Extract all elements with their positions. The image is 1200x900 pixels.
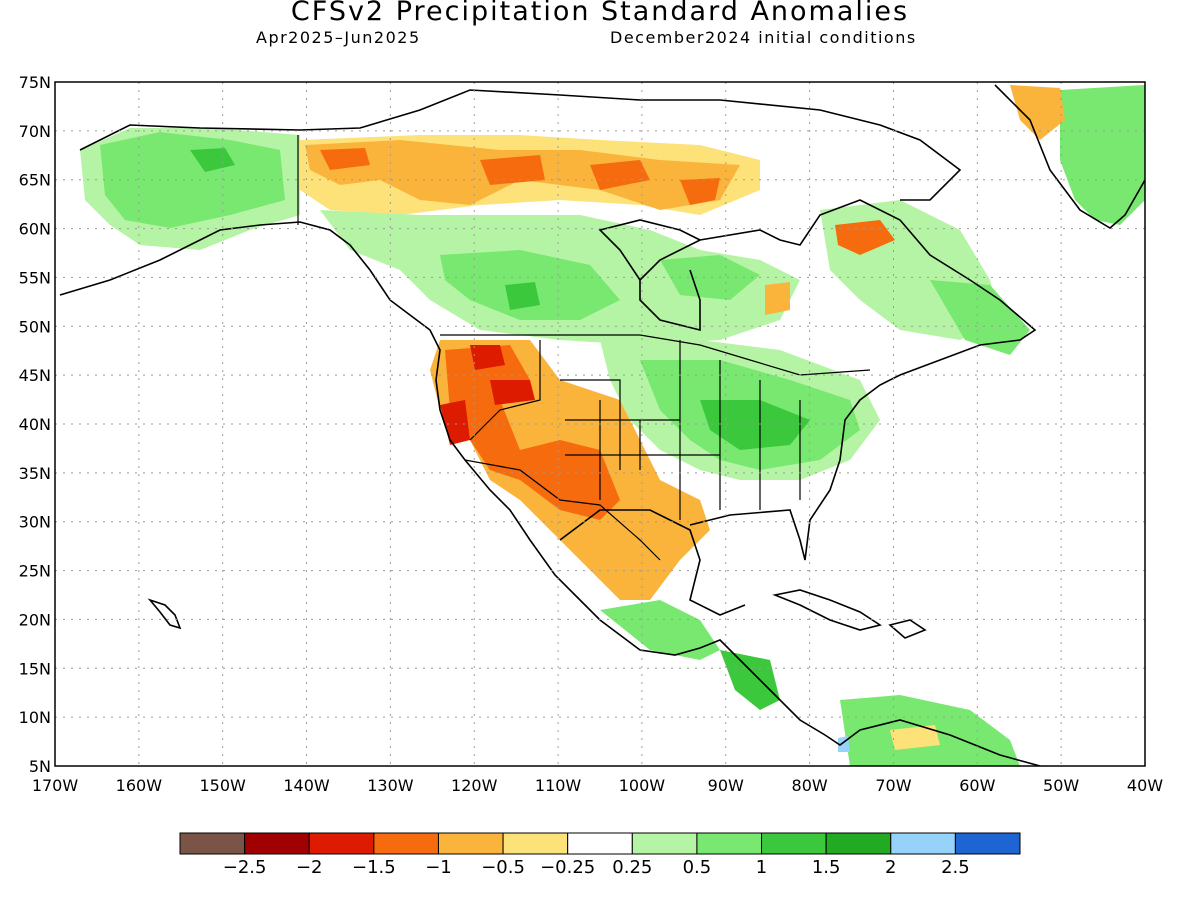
greenland-wet xyxy=(1060,85,1145,225)
arctic-coastline xyxy=(79,89,962,201)
lon-label: 60W xyxy=(959,776,995,795)
lat-label: 75N xyxy=(19,73,51,92)
colorbar-swatch xyxy=(761,832,827,855)
colorbar-label: −0.25 xyxy=(540,857,595,878)
lat-label: 70N xyxy=(19,122,51,141)
colorbar-label: −1.5 xyxy=(352,857,396,878)
colorbar-swatch xyxy=(631,832,698,855)
lat-label: 15N xyxy=(19,659,51,678)
lon-label: 100W xyxy=(619,776,666,795)
lat-label: 10N xyxy=(19,708,51,727)
colorbar-label: −1 xyxy=(425,857,452,878)
colorbar-label: 1 xyxy=(756,857,767,878)
north-canada-dry-spot-4 xyxy=(680,178,720,205)
lon-label: 110W xyxy=(535,776,582,795)
lat-label: 20N xyxy=(19,610,51,629)
labrador-dry-spot xyxy=(765,282,790,315)
us-state-lines xyxy=(469,340,801,520)
lat-label: 60N xyxy=(19,220,51,239)
colorbar-swatch xyxy=(890,832,956,855)
map-title: CFSv2 Precipitation Standard Anomalies xyxy=(290,0,910,27)
north-canada-dry-spot-3 xyxy=(590,160,650,190)
colorbar-swatch xyxy=(825,832,892,855)
lon-label: 120W xyxy=(451,776,498,795)
hawaii-coastline xyxy=(147,598,182,630)
greenland-dry xyxy=(1010,85,1065,140)
colorbar-swatch xyxy=(502,832,569,855)
lat-label: 40N xyxy=(19,415,51,434)
east-coastline xyxy=(639,199,1037,561)
greenland-coastline xyxy=(994,84,1145,229)
lat-label: 50N xyxy=(19,317,51,336)
us-canada-border xyxy=(440,334,871,376)
west-us-dry-core xyxy=(445,345,620,520)
colorbar-swatch xyxy=(373,832,439,855)
lon-label: 130W xyxy=(367,776,414,795)
longitude-labels: 170W 160W 150W 140W 130W 120W 110W 100W 90W 80W 70… xyxy=(32,776,1163,795)
colorbar-label: −2 xyxy=(296,857,323,878)
colorbar-label: 0.5 xyxy=(683,857,712,878)
cuba-coastline xyxy=(772,589,882,631)
lon-label: 40W xyxy=(1127,776,1163,795)
initial-conditions: December2024 initial conditions xyxy=(610,28,917,47)
colorbar: −2.5 −2 −1.5 −1 −0.5 −0.25 0.25 0.5 1 1.5 2 2.5 xyxy=(179,832,1021,878)
colorbar-swatch xyxy=(437,832,504,855)
lat-label: 25N xyxy=(19,562,51,581)
mexico-wet xyxy=(600,600,720,660)
lon-label: 160W xyxy=(116,776,163,795)
great-basin-dry-spot xyxy=(490,380,535,405)
colorbar-swatch xyxy=(567,832,633,855)
lon-label: 50W xyxy=(1043,776,1079,795)
colorbar-label: 2 xyxy=(885,857,896,878)
north-america-coastline xyxy=(59,221,1041,766)
central-america-wet xyxy=(720,650,780,710)
gulf-coastline xyxy=(559,509,746,616)
lon-label: 150W xyxy=(200,776,247,795)
north-canada-dry-spot-1 xyxy=(320,148,370,170)
colorbar-swatch xyxy=(954,832,1021,855)
anomaly-shading xyxy=(80,85,1145,766)
colorbar-label: 0.25 xyxy=(612,857,652,878)
colorbar-label: 2.5 xyxy=(941,857,970,878)
coastlines xyxy=(59,84,1145,766)
plot-frame xyxy=(54,81,1146,767)
north-canada-dry-spot-2 xyxy=(480,155,545,185)
canada-wet-spot xyxy=(505,282,540,310)
lon-label: 140W xyxy=(283,776,330,795)
colorbar-swatch xyxy=(308,832,375,855)
alaska-wet-spot xyxy=(190,148,235,172)
colorbar-label: 1.5 xyxy=(812,857,841,878)
colorbar-swatch xyxy=(179,832,246,855)
colorbar-label: −2.5 xyxy=(223,857,267,878)
lat-label: 55N xyxy=(19,268,51,287)
hudson-bay-coastline xyxy=(598,219,701,281)
south-america-dry-spot xyxy=(890,725,940,750)
us-mexico-border xyxy=(464,459,661,561)
lat-label: 5N xyxy=(29,757,51,776)
lon-label: 90W xyxy=(708,776,744,795)
lon-label: 170W xyxy=(32,776,79,795)
lat-label: 35N xyxy=(19,464,51,483)
colorbar-swatch xyxy=(696,832,763,855)
lon-label: 80W xyxy=(792,776,828,795)
hudson-wet xyxy=(660,255,760,300)
labrador-wet xyxy=(930,280,1030,355)
lat-label: 45N xyxy=(19,366,51,385)
graticule xyxy=(55,82,1145,766)
forecast-period: Apr2025–Jun2025 xyxy=(256,28,421,47)
lon-label: 70W xyxy=(875,776,911,795)
northwest-dry-spot xyxy=(470,345,505,370)
lat-label: 65N xyxy=(19,171,51,190)
hispaniola-coastline xyxy=(888,619,927,639)
political-boundaries xyxy=(297,135,871,561)
latitude-labels: 75N 70N 65N 60N 55N 50N 45N 40N 35N 30N 25N 20N 15N 1… xyxy=(19,73,51,776)
lat-label: 30N xyxy=(19,513,51,532)
colorbar-label: −0.5 xyxy=(481,857,525,878)
colorbar-swatch xyxy=(244,832,310,855)
ohio-valley-wet-spot xyxy=(700,400,810,450)
